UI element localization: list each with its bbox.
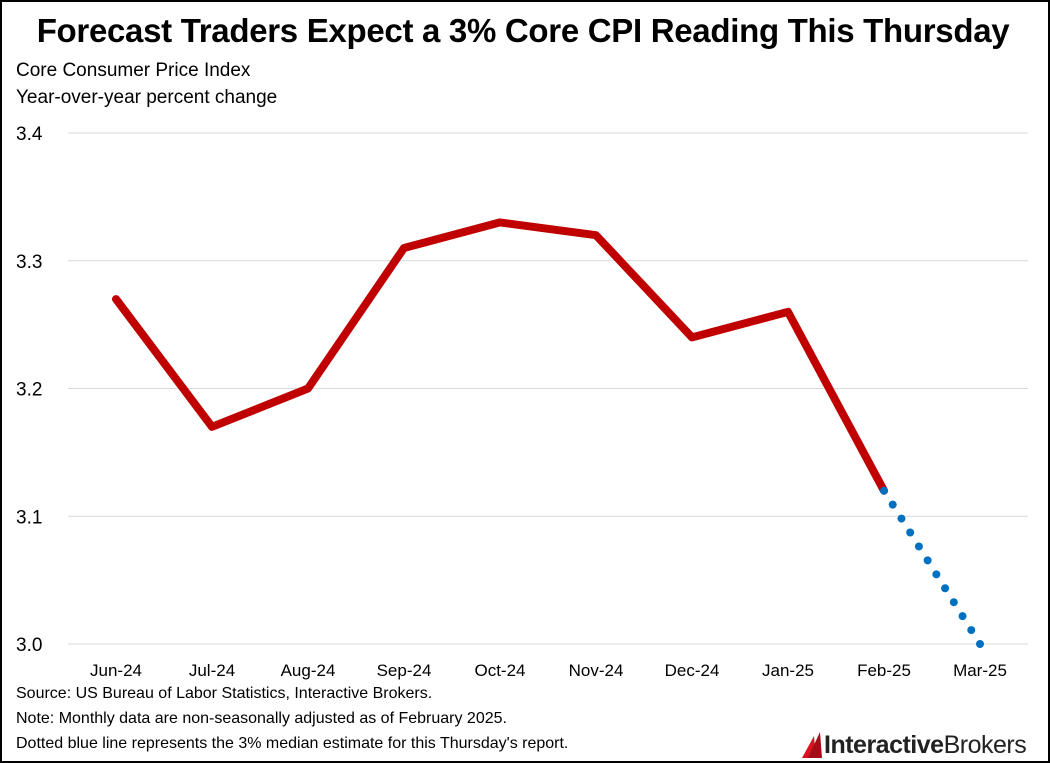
data-note: Note: Monthly data are non-seasonally ad… [16,710,507,727]
x-axis-labels: Jun-24 Jul-24 Aug-24 Sep-24 Oct-24 Nov-24 Dec-… [90,661,1007,680]
x-tick-label: Jul-24 [189,661,235,680]
ib-logo-mark-icon [802,732,822,758]
x-tick-label: Mar-25 [953,661,1007,680]
data-point [787,311,789,313]
y-tick-label: 3.1 [16,507,42,528]
forecast-dot [888,500,897,509]
forecast-dot [958,612,967,621]
series-layer [112,218,984,648]
forecast-dot [949,598,958,607]
forecast-dot [906,528,915,537]
interactive-brokers-logo: InteractiveBrokers [800,728,1027,762]
data-point [595,234,597,236]
x-tick-label: Oct-24 [474,661,525,680]
x-tick-label: Jan-25 [762,661,814,680]
forecast-dot [941,584,950,593]
data-point [211,426,213,428]
y-tick-label: 3.3 [16,252,42,273]
chart-subtitle-line2: Year-over-year percent change [16,87,278,108]
y-tick-label: 3.4 [16,124,43,145]
forecast-dot [897,514,906,523]
y-tick-label: 3.2 [16,380,42,401]
data-point [307,388,309,389]
chart-subtitle-line1: Core Consumer Price Index [16,60,251,81]
series-line-actual [112,218,888,495]
data-point [691,336,693,338]
forecast-dot [914,542,923,551]
logo-wordmark-regular: Brokers [943,730,1027,759]
x-tick-label: Aug-24 [281,661,336,680]
chart-title: Forecast Traders Expect a 3% Core CPI Re… [36,12,1010,49]
x-tick-label: Feb-25 [857,661,911,680]
y-tick-label: 3.0 [16,635,42,656]
forecast-dot [932,570,941,579]
data-point [403,247,405,249]
line-chart: 3.0 3.1 3.2 3.3 3.4 Jun-24 Jul-24 Aug-24 Sep-24… [16,124,1028,680]
x-tick-label: Nov-24 [569,661,624,680]
source-note: Source: US Bureau of Labor Statistics, I… [16,685,433,702]
data-point [115,298,117,300]
gridlines [68,132,1028,645]
y-axis-labels: 3.0 3.1 3.2 3.3 3.4 [16,124,43,656]
logo-wordmark-bold: Interactive [824,730,944,759]
forecast-dot [967,626,976,635]
logo-wordmark: InteractiveBrokers [824,730,1027,760]
x-tick-label: Dec-24 [665,661,720,680]
forecast-dot [976,640,984,648]
data-point [499,221,501,223]
dotted-line-note: Dotted blue line represents the 3% media… [16,735,569,752]
forecast-dot [923,556,932,565]
x-tick-label: Jun-24 [90,661,142,680]
x-tick-label: Sep-24 [377,661,432,680]
forecast-dot [880,486,888,495]
